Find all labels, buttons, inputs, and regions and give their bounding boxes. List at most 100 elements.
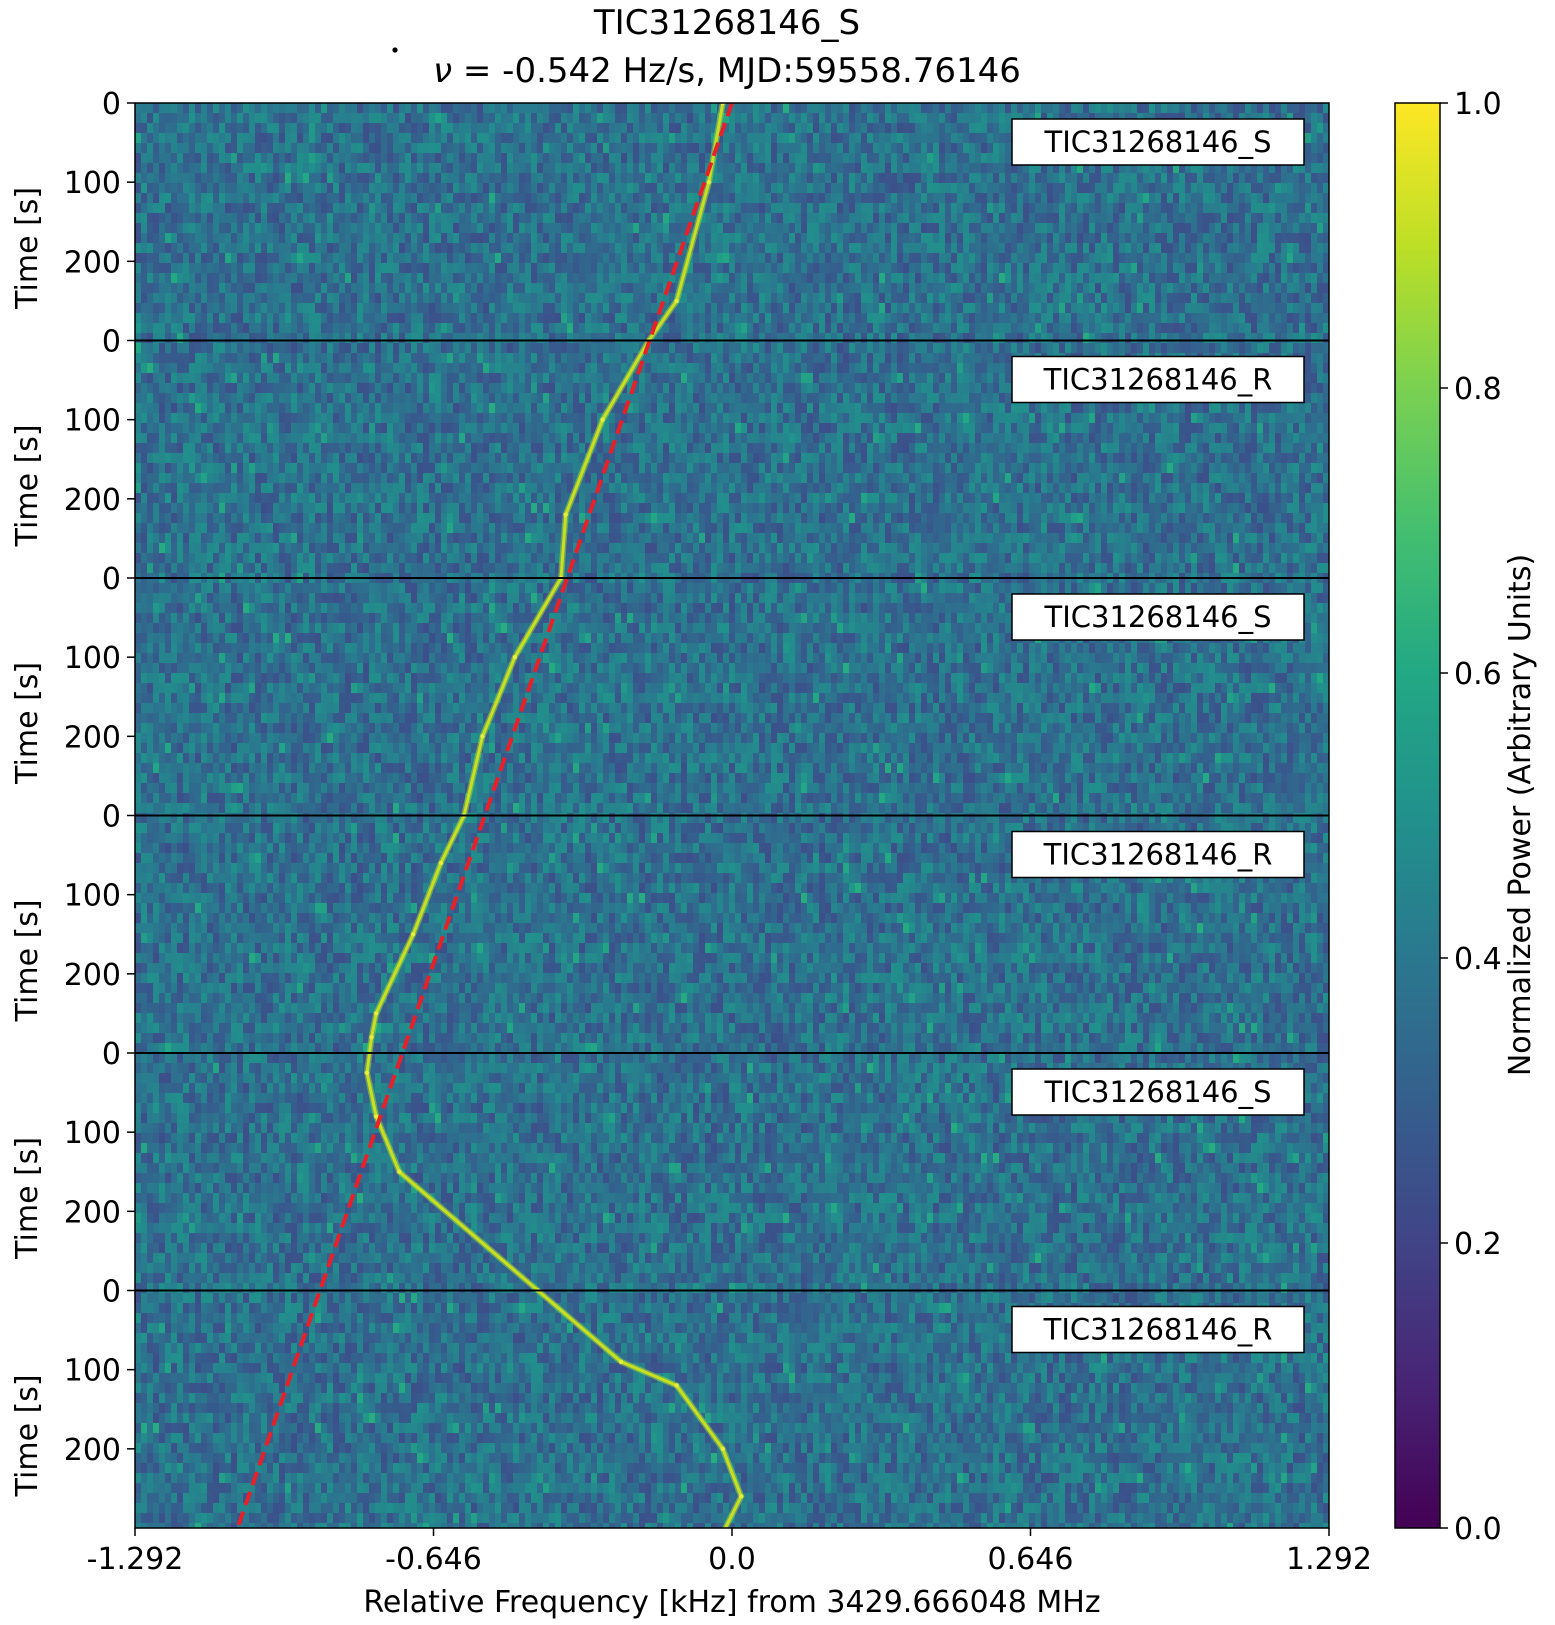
noise-cell — [783, 153, 789, 163]
noise-cell — [1233, 233, 1239, 243]
noise-cell — [807, 143, 813, 153]
noise-cell — [783, 193, 789, 203]
noise-cell — [345, 273, 351, 283]
noise-cell — [489, 103, 495, 113]
noise-cell — [735, 113, 741, 123]
noise-cell — [819, 273, 825, 283]
noise-cell — [1065, 233, 1071, 243]
noise-cell — [1047, 253, 1053, 263]
noise-cell — [381, 223, 387, 233]
noise-cell — [1125, 263, 1131, 273]
noise-cell — [375, 283, 381, 293]
noise-cell — [495, 133, 501, 143]
noise-cell — [777, 263, 783, 273]
noise-cell — [993, 183, 999, 193]
noise-cell — [801, 133, 807, 143]
noise-cell — [1191, 173, 1197, 183]
noise-cell — [1251, 243, 1257, 253]
noise-cell — [1113, 223, 1119, 233]
noise-cell — [963, 243, 969, 253]
noise-cell — [1041, 213, 1047, 223]
noise-cell — [195, 123, 201, 133]
noise-cell — [1305, 233, 1311, 243]
noise-cell — [135, 143, 141, 153]
noise-cell — [657, 283, 663, 293]
noise-cell — [297, 143, 303, 153]
noise-cell — [387, 123, 393, 133]
noise-cell — [789, 263, 795, 273]
noise-cell — [765, 193, 771, 203]
noise-cell — [849, 133, 855, 143]
noise-cell — [1305, 243, 1311, 253]
noise-cell — [1113, 233, 1119, 243]
noise-cell — [1011, 283, 1017, 293]
noise-cell — [387, 103, 393, 113]
noise-cell — [369, 143, 375, 153]
noise-cell — [861, 153, 867, 163]
noise-cell — [261, 143, 267, 153]
noise-cell — [1023, 293, 1029, 303]
noise-cell — [423, 213, 429, 223]
noise-cell — [267, 253, 273, 263]
noise-cell — [609, 273, 615, 283]
noise-cell — [1155, 223, 1161, 233]
noise-cell — [603, 123, 609, 133]
noise-cell — [657, 183, 663, 193]
noise-cell — [291, 293, 297, 303]
noise-cell — [855, 213, 861, 223]
noise-cell — [945, 293, 951, 303]
noise-cell — [171, 103, 177, 113]
noise-cell — [219, 293, 225, 303]
noise-cell — [993, 113, 999, 123]
noise-cell — [747, 143, 753, 153]
noise-cell — [501, 293, 507, 303]
noise-cell — [339, 233, 345, 243]
noise-cell — [177, 303, 183, 313]
noise-cell — [393, 213, 399, 223]
noise-cell — [849, 153, 855, 163]
noise-cell — [213, 183, 219, 193]
noise-cell — [369, 173, 375, 183]
noise-cell — [1047, 173, 1053, 183]
noise-cell — [1107, 223, 1113, 233]
noise-cell — [1227, 173, 1233, 183]
noise-cell — [591, 233, 597, 243]
noise-cell — [765, 113, 771, 123]
noise-cell — [303, 123, 309, 133]
noise-cell — [1197, 213, 1203, 223]
noise-cell — [465, 273, 471, 283]
noise-cell — [237, 193, 243, 203]
noise-cell — [1053, 103, 1059, 113]
noise-cell — [513, 103, 519, 113]
noise-cell — [513, 183, 519, 193]
noise-cell — [363, 223, 369, 233]
noise-cell — [501, 153, 507, 163]
noise-cell — [1035, 183, 1041, 193]
noise-cell — [501, 253, 507, 263]
noise-cell — [813, 293, 819, 303]
noise-cell — [843, 263, 849, 273]
noise-cell — [1077, 183, 1083, 193]
noise-cell — [207, 213, 213, 223]
noise-cell — [1257, 283, 1263, 293]
noise-cell — [747, 293, 753, 303]
noise-cell — [1071, 263, 1077, 273]
noise-cell — [861, 223, 867, 233]
noise-cell — [561, 173, 567, 183]
noise-cell — [177, 193, 183, 203]
noise-cell — [879, 283, 885, 293]
noise-cell — [969, 293, 975, 303]
noise-cell — [759, 133, 765, 143]
noise-cell — [873, 183, 879, 193]
noise-cell — [909, 193, 915, 203]
noise-cell — [759, 263, 765, 273]
noise-cell — [459, 123, 465, 133]
noise-cell — [1203, 193, 1209, 203]
noise-cell — [573, 243, 579, 253]
noise-cell — [333, 253, 339, 263]
noise-cell — [381, 213, 387, 223]
noise-cell — [243, 303, 249, 313]
noise-cell — [1089, 183, 1095, 193]
noise-cell — [1041, 273, 1047, 283]
noise-cell — [957, 263, 963, 273]
